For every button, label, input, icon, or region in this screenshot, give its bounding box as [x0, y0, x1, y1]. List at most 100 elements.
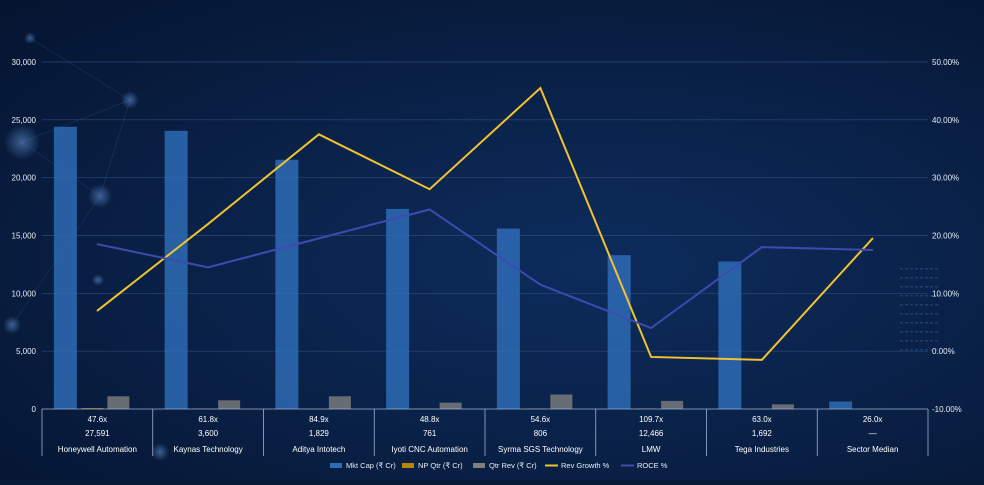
bar-qtr-4 — [550, 395, 572, 409]
decor-dot — [915, 268, 918, 270]
bar-qtr-6 — [772, 404, 794, 409]
decor-dot — [925, 304, 928, 306]
decor-dot — [905, 349, 908, 351]
decor-dot — [935, 286, 938, 288]
point-roce-0 — [97, 243, 99, 245]
decor-dot — [900, 286, 903, 288]
point-rev-growth-6 — [761, 359, 763, 361]
y-right-tick-label: 0.00% — [932, 347, 955, 356]
decor-dot — [915, 313, 918, 315]
category-metric-label: 61.8x — [198, 415, 218, 424]
legend-swatch — [402, 463, 414, 468]
category-name-label: Sector Median — [847, 445, 899, 454]
legend-swatch — [473, 463, 485, 468]
bar-qtr-1 — [218, 400, 240, 409]
category-value-label: 27,591 — [85, 429, 110, 438]
bar-mkt-7 — [829, 401, 852, 409]
category-metric-label: 47.6x — [88, 415, 108, 424]
y-left-tick-label: 30,000 — [12, 58, 37, 67]
decor-dot — [900, 268, 903, 270]
bar-qtr-0 — [107, 396, 129, 409]
point-roce-1 — [207, 267, 209, 269]
decor-dot — [935, 268, 938, 270]
decor-dot — [905, 304, 908, 306]
bar-mkt-4 — [497, 229, 520, 409]
decor-dot — [930, 331, 933, 333]
y-right-tick-label: 40.00% — [932, 116, 959, 125]
decor-dot — [920, 268, 923, 270]
legend-label: Mkt Cap (₹ Cr) — [346, 461, 396, 470]
decor-dot — [925, 340, 928, 342]
decor-dot — [900, 277, 903, 279]
category-value-label: 806 — [534, 429, 548, 438]
legend-label: Rev Growth % — [561, 461, 610, 470]
y-right-tick-label: 50.00% — [932, 58, 959, 67]
decor-glow — [151, 443, 169, 461]
decor-dot — [920, 340, 923, 342]
decor-dot — [935, 331, 938, 333]
category-value-label: — — [869, 429, 877, 438]
category-metric-label: 48.8x — [420, 415, 440, 424]
legend-label: NP Qtr (₹ Cr) — [418, 461, 463, 470]
point-rev-growth-0 — [97, 310, 99, 312]
decor-dot — [920, 322, 923, 324]
decor-dot — [915, 322, 918, 324]
y-right-tick-label: 20.00% — [932, 232, 959, 241]
decor-dot — [910, 322, 913, 324]
decor-dot — [910, 304, 913, 306]
decor-dot — [910, 277, 913, 279]
decor-dot — [930, 268, 933, 270]
decor-dot — [925, 313, 928, 315]
category-name-label: Honeywell Automation — [58, 445, 137, 454]
decor-dot — [925, 277, 928, 279]
y-left-tick-label: 5,000 — [16, 347, 37, 356]
line-rev-growth — [97, 88, 872, 360]
decor-dot — [905, 268, 908, 270]
category-metric-label: 26.0x — [863, 415, 883, 424]
decor-dot — [910, 295, 913, 297]
decor-dot — [910, 349, 913, 351]
line-roce — [97, 209, 872, 328]
point-rev-growth-3 — [429, 188, 431, 190]
bar-mkt-6 — [718, 262, 741, 409]
point-rev-growth-7 — [872, 238, 874, 240]
y-left-tick-label: 10,000 — [12, 289, 37, 298]
bar-qtr-3 — [440, 403, 462, 409]
decor-dot — [900, 349, 903, 351]
decor-dot — [935, 304, 938, 306]
decor-dot — [915, 349, 918, 351]
decor-dot — [905, 295, 908, 297]
decor-dot — [935, 340, 938, 342]
y-right-tick-label: 30.00% — [932, 174, 959, 183]
category-name-label: Tega Industries — [735, 445, 789, 454]
decor-dot — [925, 331, 928, 333]
decor-dot — [900, 340, 903, 342]
bar-qtr-2 — [329, 396, 351, 409]
y-left-tick-label: 0 — [32, 405, 37, 414]
decor-dot — [915, 340, 918, 342]
category-value-label: 1,829 — [309, 429, 330, 438]
decor-dot — [905, 340, 908, 342]
category-value-label: 12,466 — [639, 429, 664, 438]
decor-dot — [910, 331, 913, 333]
decor-dot — [935, 322, 938, 324]
decor-dot — [920, 286, 923, 288]
bar-mkt-3 — [386, 209, 409, 409]
category-metric-label: 54.6x — [531, 415, 551, 424]
decor-dot — [905, 331, 908, 333]
legend-label: ROCE % — [637, 461, 668, 470]
decor-dot — [930, 304, 933, 306]
decor-dot — [925, 322, 928, 324]
category-value-label: 3,600 — [198, 429, 219, 438]
decor-dot — [925, 286, 928, 288]
decor-dot — [930, 313, 933, 315]
legend-label: Qtr Rev (₹ Cr) — [489, 461, 537, 470]
y-right-tick-label: 10.00% — [932, 289, 959, 298]
decor-dot — [900, 295, 903, 297]
point-rev-growth-2 — [318, 133, 320, 135]
axes: 05,00010,00015,00020,00025,00030,000-10.… — [12, 58, 962, 414]
decor-dot — [935, 313, 938, 315]
decor-dot — [905, 313, 908, 315]
